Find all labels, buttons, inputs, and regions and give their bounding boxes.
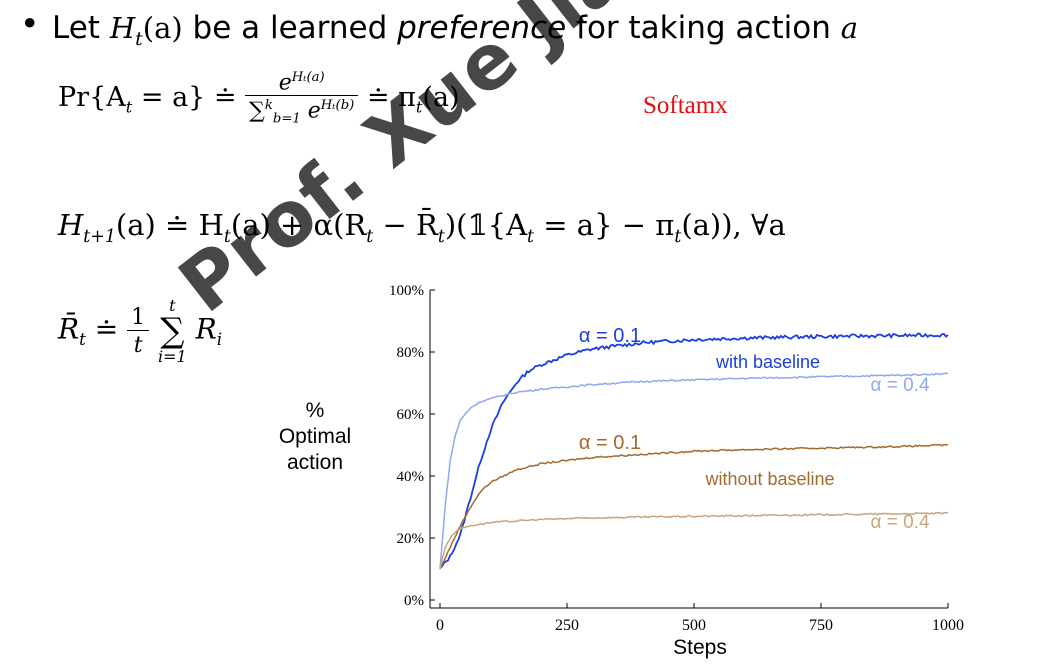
annotation-label-2: with baseline <box>715 352 820 372</box>
softmax-fraction: eHₜ(a) ∑kb=1 eHₜ(b) <box>245 70 359 128</box>
bullet-suffix: for taking action <box>566 10 841 46</box>
softmax-equation: Pr{At = a} ≐ eHₜ(a) ∑kb=1 eHₜ(b) ≐ πt(a) <box>58 70 460 127</box>
x-tick-label: 500 <box>682 617 706 634</box>
h-arg: (a) <box>142 11 183 45</box>
chart-axes: 0% 20% 40% 60% 80% 100% 0 250 500 750 1000 <box>389 283 964 634</box>
h-sub: t <box>135 28 143 51</box>
mean-equation: R̄t ≐ 1 t t ∑ i=1 Ri <box>58 296 222 366</box>
update-part3-sub: t <box>366 226 374 247</box>
bullet-dot: • <box>20 4 40 43</box>
update-part5-sub: t <box>527 226 535 247</box>
series-line-4 <box>439 511 949 570</box>
y-tick-label: 20% <box>397 531 425 547</box>
update-part4: − R̄ <box>373 208 438 242</box>
softmax-lhs: Pr{A <box>58 82 126 114</box>
y-tick-label: 80% <box>397 345 425 361</box>
mean-sum-symbol: ∑ <box>160 311 185 351</box>
update-part6: = a} − π <box>534 208 675 242</box>
y-tick-label: 40% <box>397 469 425 485</box>
chart-series <box>439 332 949 570</box>
y-axis-label-line1: % <box>305 399 325 422</box>
h-symbol: H <box>109 11 136 45</box>
softmax-num-e: e <box>278 70 292 96</box>
update-part2: (a) ≐ H <box>115 208 224 242</box>
x-tick-label: 250 <box>555 617 579 634</box>
update-part4-sub: t <box>437 226 445 247</box>
y-tick-label: 100% <box>389 283 424 299</box>
mean-lhs: R̄ <box>58 312 80 346</box>
x-tick-label: 750 <box>809 617 833 634</box>
mean-eq: ≐ <box>85 312 128 346</box>
series-line-3 <box>439 443 949 570</box>
softmax-annotation: Softamx <box>643 92 728 119</box>
bullet-prefix: Let <box>52 10 110 46</box>
softmax-numerator: eHₜ(a) <box>245 70 358 95</box>
softmax-rhs-sub: t <box>415 97 423 117</box>
y-axis-label-line3: action <box>286 451 344 474</box>
softmax-denominator: ∑kb=1 eHₜ(b) <box>245 95 359 128</box>
update-part1-sub: t+1 <box>83 226 116 247</box>
y-axis-label-line2: Optimal <box>278 425 352 448</box>
softmax-den-sup: k <box>264 98 273 114</box>
mean-lhs-sub: t <box>79 329 86 350</box>
update-part6-sub: t <box>674 226 682 247</box>
x-tick-label: 1000 <box>932 617 964 634</box>
y-tick-label: 0% <box>404 593 424 609</box>
mean-sum-sub: i=1 <box>158 347 187 366</box>
mean-frac-num: 1 <box>131 304 146 330</box>
action-var: a <box>840 11 858 45</box>
bullet-middle: be a learned <box>182 10 398 46</box>
mean-fraction: 1 t <box>127 304 150 358</box>
softmax-den-exp: Hₜ(b) <box>320 98 355 114</box>
series-line-1 <box>439 332 949 569</box>
bullet-text: Let Ht(a) be a learned preference for ta… <box>52 10 858 50</box>
chart-annotations: α = 0.1 with baseline α = 0.4 α = 0.1 withou… <box>579 325 930 533</box>
mean-term: R <box>195 312 217 346</box>
softmax-den-e: e <box>307 98 321 124</box>
softmax-rhs: ≐ π <box>366 82 416 114</box>
update-part1: H <box>58 208 84 242</box>
x-tick-label: 0 <box>436 617 444 634</box>
softmax-rhs-rest: (a) <box>422 82 460 114</box>
softmax-lhs-sub: t <box>125 97 133 117</box>
y-axis-label: % Optimal action <box>272 398 358 476</box>
annotation-label-3: α = 0.4 <box>870 375 929 396</box>
annotation-label-5: without baseline <box>704 469 834 489</box>
annotation-label-6: α = 0.4 <box>870 512 929 533</box>
update-part3: (a) + α(R <box>230 208 367 242</box>
softmax-lhs-rest: = a} ≐ <box>132 82 237 114</box>
mean-sum: t ∑ i=1 <box>158 296 187 366</box>
mean-sum-sup: t <box>169 296 176 315</box>
softmax-num-sup: Hₜ(a) <box>291 70 325 85</box>
y-tick-label: 60% <box>397 407 425 423</box>
softmax-den-sub: b=1 <box>272 112 301 128</box>
series-line-2 <box>439 372 949 569</box>
bullet-emph: preference <box>397 10 567 46</box>
annotation-label-1: α = 0.1 <box>579 325 641 347</box>
update-equation: Ht+1(a) ≐ Ht(a) + α(Rt − R̄t)(𝟙{At = a} … <box>58 208 786 247</box>
update-part2-sub: t <box>223 226 231 247</box>
update-part7: (a)), ∀a <box>681 208 786 242</box>
mean-frac-den: t <box>127 329 150 358</box>
mean-term-sub: i <box>216 329 223 350</box>
update-part5: )(𝟙{A <box>444 208 528 242</box>
annotation-label-4: α = 0.1 <box>579 432 641 454</box>
softmax-den-sum: ∑ <box>249 98 265 124</box>
x-axis-label: Steps <box>673 636 727 659</box>
